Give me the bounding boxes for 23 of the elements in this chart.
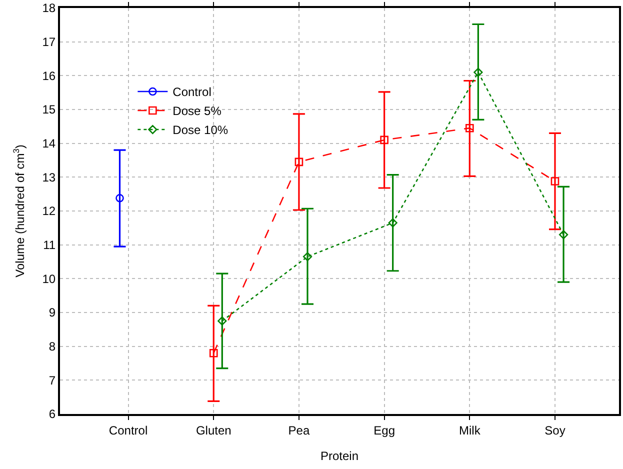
x-axis-title: Protein [320,448,359,463]
y-tick-label: 6 [48,407,56,422]
y-tick-label: 18 [42,1,56,16]
y-tick-label: 11 [43,238,56,252]
y-tick-label: 17 [42,35,56,50]
y-tick-label: 7 [48,373,56,388]
x-tick-label: Control [108,423,148,438]
y-tick-label: 13 [42,170,56,184]
y-tick-label: 8 [48,340,56,354]
x-tick-label: Milk [458,423,482,438]
legend-label: Control [172,85,212,100]
y-tick-label: 14 [42,136,56,151]
legend-label: Dose 10% [172,123,228,138]
x-tick-label: Soy [544,423,566,438]
x-tick-label: Egg [374,423,395,438]
x-tick-label: Gluten [196,423,232,438]
x-tick-label: Pea [288,423,310,438]
y-tick-label: 9 [48,306,56,320]
legend-label: Dose 5% [172,104,222,118]
y-tick-label: 15 [42,102,56,117]
y-tick-label: 10 [42,272,56,286]
y-tick-label: 12 [42,204,56,218]
y-tick-label: 16 [42,68,56,83]
